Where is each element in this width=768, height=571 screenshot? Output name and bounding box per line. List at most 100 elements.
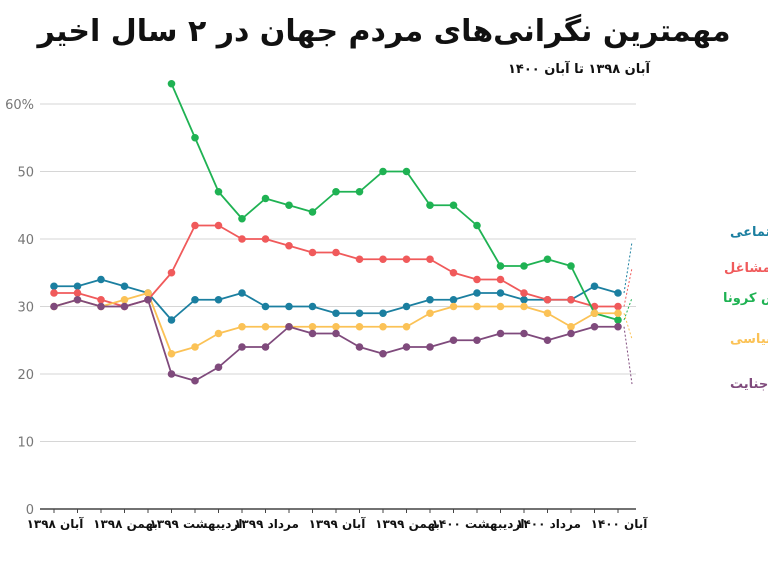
data-point xyxy=(332,187,340,196)
data-point xyxy=(543,295,552,304)
data-point xyxy=(238,235,246,243)
series-3 xyxy=(167,79,622,324)
data-point xyxy=(238,343,246,351)
data-point xyxy=(449,268,458,277)
data-point xyxy=(496,302,505,311)
data-point xyxy=(520,289,528,297)
data-point xyxy=(473,289,481,297)
data-point xyxy=(261,343,270,351)
data-point xyxy=(238,214,246,223)
legend-leader xyxy=(623,267,633,307)
legend-label: جرم و جنایت xyxy=(730,377,768,392)
data-point xyxy=(449,201,458,210)
data-point xyxy=(520,295,528,304)
data-point xyxy=(614,309,622,318)
y-tick-label: 10 xyxy=(17,436,34,451)
y-tick-label: 60% xyxy=(5,98,34,113)
grid-lines xyxy=(40,103,636,510)
data-point xyxy=(332,329,340,338)
data-point xyxy=(355,343,364,351)
x-tick-label: آبان ۱۳۹۹ xyxy=(309,516,367,531)
data-point xyxy=(191,221,199,230)
data-point xyxy=(285,322,293,331)
data-point xyxy=(402,322,411,331)
data-point xyxy=(473,275,481,284)
data-point xyxy=(308,208,317,216)
data-point xyxy=(449,295,458,304)
data-point xyxy=(426,255,434,264)
data-point xyxy=(473,302,481,311)
series-lines xyxy=(50,79,622,385)
y-tick-label: 50 xyxy=(17,166,34,181)
data-point xyxy=(285,201,293,210)
data-point xyxy=(50,282,58,291)
data-point xyxy=(590,322,599,331)
x-tick-label: اردیبهشت ۱۳۹۹ xyxy=(150,517,243,531)
chart-subtitle: آبان ۱۳۹۸ تا آبان ۱۴۰۰ xyxy=(508,62,650,77)
data-point xyxy=(402,302,411,311)
data-point xyxy=(402,167,411,176)
data-point xyxy=(614,316,622,324)
data-point xyxy=(590,309,599,318)
data-point xyxy=(473,336,481,345)
y-tick-label: 30 xyxy=(17,301,34,316)
x-tick-label: مرداد ۱۴۰۰ xyxy=(516,517,581,531)
legend-label: بیکاری و مشاغل xyxy=(724,261,768,276)
data-point xyxy=(379,349,387,358)
data-point xyxy=(308,248,317,257)
data-point xyxy=(167,79,176,88)
data-point xyxy=(191,133,199,142)
x-tick-label: مرداد ۱۳۹۹ xyxy=(234,517,299,531)
data-point xyxy=(355,255,364,264)
data-point xyxy=(473,221,481,230)
data-point xyxy=(379,322,387,331)
data-point xyxy=(567,295,575,304)
data-point xyxy=(214,363,223,372)
y-tick-label: 0 xyxy=(26,503,34,518)
data-point xyxy=(332,309,340,318)
series-5 xyxy=(50,295,622,385)
x-tick-label: بهمن ۱۳۹۹ xyxy=(375,517,440,531)
data-point xyxy=(167,316,176,324)
data-point xyxy=(120,302,129,311)
data-point xyxy=(238,289,246,297)
chart-title: مهمترین نگرانی‌های مردم جهان در ۲ سال اخ… xyxy=(37,14,731,49)
x-tick-label: آبان ۱۳۹۸ xyxy=(27,516,85,531)
data-point xyxy=(285,241,293,250)
data-point xyxy=(120,282,129,291)
data-point xyxy=(191,343,199,351)
data-point xyxy=(308,329,317,338)
data-point xyxy=(191,295,199,304)
data-point xyxy=(261,194,270,203)
data-point xyxy=(567,322,575,331)
data-point xyxy=(449,336,458,345)
legend-label: فساد مالی و سیاسی xyxy=(730,332,768,347)
data-point xyxy=(614,289,622,297)
data-point xyxy=(543,309,552,318)
legend-label: فقر و نابرابری اجتماعی xyxy=(730,225,768,240)
x-tick-label: آبان ۱۴۰۰ xyxy=(591,516,649,531)
data-point xyxy=(520,262,528,270)
x-tick-label: بهمن ۱۳۹۸ xyxy=(93,517,158,531)
data-point xyxy=(167,349,176,358)
data-point xyxy=(261,235,270,243)
data-point xyxy=(191,376,199,385)
data-point xyxy=(567,329,575,338)
x-tick-label: اردیبهشت ۱۴۰۰ xyxy=(432,517,525,531)
data-point xyxy=(543,255,552,264)
data-point xyxy=(238,322,246,331)
data-point xyxy=(73,295,82,304)
data-point xyxy=(379,167,387,176)
data-point xyxy=(402,255,411,264)
series-line xyxy=(170,83,619,321)
data-point xyxy=(426,295,434,304)
data-point xyxy=(50,302,58,311)
data-point xyxy=(120,295,129,304)
data-point xyxy=(261,302,270,311)
data-point xyxy=(50,289,58,297)
data-point xyxy=(355,187,364,196)
data-point xyxy=(214,295,223,304)
series-1 xyxy=(50,275,622,324)
